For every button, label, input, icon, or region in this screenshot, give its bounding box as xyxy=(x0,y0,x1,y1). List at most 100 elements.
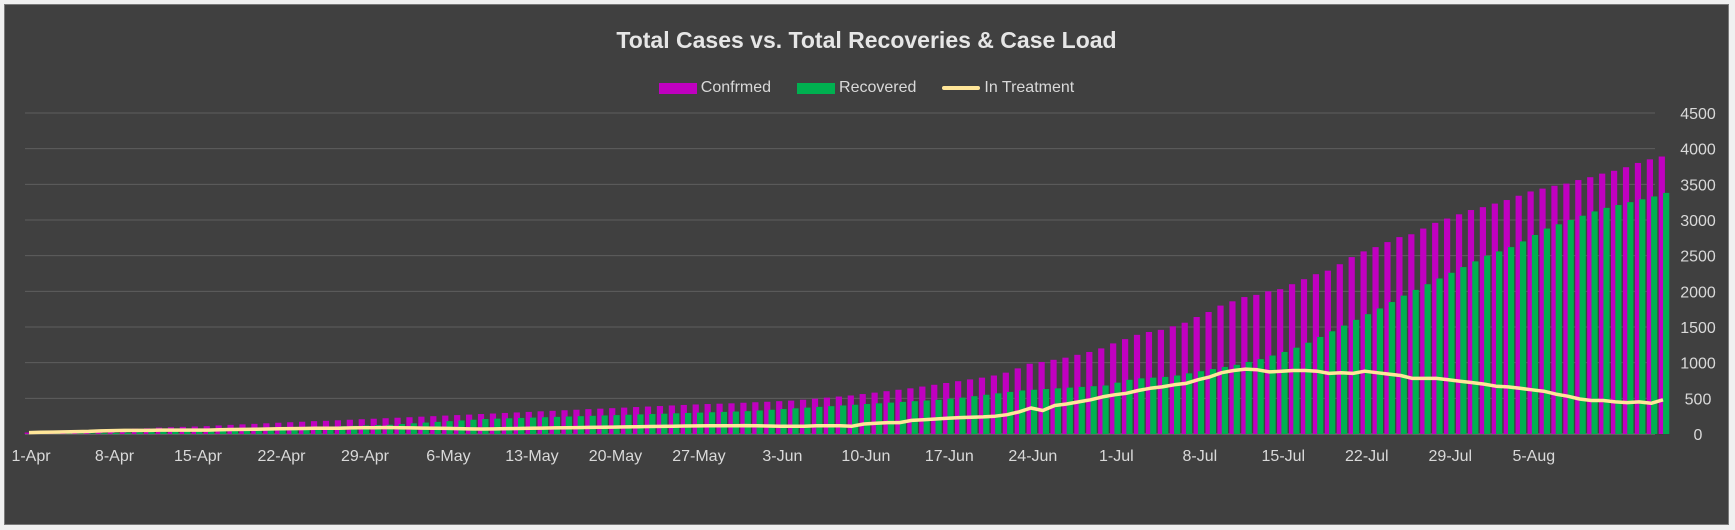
bar-confirmed xyxy=(1384,242,1391,434)
bar-recovered xyxy=(863,404,871,434)
bar-recovered xyxy=(804,407,811,434)
y-tick-label: 2500 xyxy=(1680,249,1716,266)
chart-area: Total Cases vs. Total Recoveries & Case … xyxy=(4,4,1729,525)
bar-recovered xyxy=(1496,251,1503,434)
bar-confirmed xyxy=(1336,264,1343,434)
bar-recovered xyxy=(720,411,728,434)
bar-confirmed xyxy=(1062,357,1069,434)
bar-recovered xyxy=(1185,373,1193,434)
bar-recovered xyxy=(1400,295,1407,434)
bar-confirmed xyxy=(752,402,759,434)
x-tick-label: 27-May xyxy=(672,448,725,465)
bar-recovered xyxy=(1424,284,1431,434)
x-tick-label: 8-Apr xyxy=(95,448,135,465)
bar-recovered xyxy=(1543,228,1550,434)
bar-confirmed xyxy=(919,386,926,434)
bar-confirmed xyxy=(561,410,568,434)
bar-recovered xyxy=(1174,375,1181,434)
bar-recovered xyxy=(1150,377,1157,434)
legend-label-in-treatment: In Treatment xyxy=(984,79,1075,96)
bar-recovered xyxy=(1519,241,1527,434)
bar-recovered xyxy=(1567,220,1574,434)
bar-recovered xyxy=(1436,278,1443,434)
bar-recovered xyxy=(303,427,310,434)
bar-recovered xyxy=(124,432,131,434)
bar-confirmed xyxy=(823,397,831,434)
bar-recovered xyxy=(1627,202,1634,434)
line-in-treatment xyxy=(28,367,1664,435)
bar-confirmed xyxy=(1396,237,1403,434)
x-tick-label: 1-Apr xyxy=(11,448,51,465)
bar-recovered xyxy=(136,432,143,434)
bar-recovered xyxy=(649,414,656,434)
bar-confirmed xyxy=(943,382,950,434)
bar-recovered xyxy=(1651,196,1658,434)
bar-recovered xyxy=(780,409,787,434)
bar-recovered xyxy=(696,412,704,434)
x-tick-label: 29-Apr xyxy=(341,448,390,465)
bar-recovered xyxy=(1138,378,1145,434)
y-tick-label: 3000 xyxy=(1680,213,1716,230)
bar-confirmed xyxy=(668,405,675,434)
bar-recovered xyxy=(1507,247,1515,434)
y-tick-label: 0 xyxy=(1694,427,1703,444)
bar-confirmed xyxy=(1265,291,1272,434)
x-tick-label: 15-Jul xyxy=(1262,448,1306,465)
bar-confirmed xyxy=(1181,322,1188,434)
bar-recovered xyxy=(637,414,644,434)
bar-confirmed xyxy=(680,404,687,434)
bar-confirmed xyxy=(1205,312,1212,434)
bar-confirmed xyxy=(1348,257,1355,434)
bar-recovered xyxy=(1448,272,1455,434)
legend-item-recovered: Recovered xyxy=(797,79,916,97)
bar-confirmed xyxy=(859,394,866,434)
bar-recovered xyxy=(1317,336,1324,434)
x-tick-label: 29-Jul xyxy=(1429,448,1473,465)
x-tick-label: 22-Apr xyxy=(257,448,306,465)
bar-recovered xyxy=(506,418,513,434)
bar-confirmed xyxy=(895,389,902,434)
bar-recovered xyxy=(756,410,763,434)
bar-recovered xyxy=(935,399,942,434)
bar-recovered xyxy=(995,393,1002,434)
bar-recovered xyxy=(1531,234,1539,434)
bar-recovered xyxy=(1412,289,1419,434)
bar-confirmed xyxy=(525,411,532,434)
bar-recovered xyxy=(565,416,572,434)
bar-recovered xyxy=(1102,385,1109,434)
bar-recovered xyxy=(160,431,167,434)
bar-recovered xyxy=(708,412,716,434)
bar-recovered xyxy=(291,427,298,434)
bar-recovered xyxy=(1162,376,1169,434)
y-tick-label: 3500 xyxy=(1680,177,1716,194)
bar-confirmed xyxy=(1145,331,1153,434)
bar-confirmed xyxy=(24,432,31,434)
bar-confirmed xyxy=(871,392,878,434)
bar-confirmed xyxy=(1515,195,1522,434)
bar-confirmed xyxy=(1539,188,1546,434)
bar-confirmed xyxy=(692,404,699,434)
bar-confirmed xyxy=(466,414,473,434)
x-tick-label: 5-Aug xyxy=(1512,448,1555,465)
bar-recovered xyxy=(911,401,918,434)
bar-confirmed xyxy=(1074,354,1081,434)
bar-recovered xyxy=(589,415,596,434)
y-tick-label: 1500 xyxy=(1680,320,1716,337)
bar-recovered xyxy=(983,394,990,434)
bar-confirmed xyxy=(1050,359,1057,434)
bar-recovered xyxy=(231,429,239,434)
bar-confirmed xyxy=(764,401,771,434)
bar-recovered xyxy=(243,429,250,434)
bar-confirmed xyxy=(1467,210,1475,434)
bar-recovered xyxy=(518,417,525,434)
bar-recovered xyxy=(613,415,620,434)
bar-confirmed xyxy=(788,400,795,434)
bar-confirmed xyxy=(1432,222,1439,434)
bar-confirmed xyxy=(776,401,783,434)
bar-recovered xyxy=(1054,388,1061,434)
bar-recovered xyxy=(553,416,561,434)
bar-confirmed xyxy=(1193,317,1200,434)
bar-recovered xyxy=(470,419,477,434)
bar-recovered xyxy=(828,406,835,434)
bar-recovered xyxy=(279,427,286,434)
